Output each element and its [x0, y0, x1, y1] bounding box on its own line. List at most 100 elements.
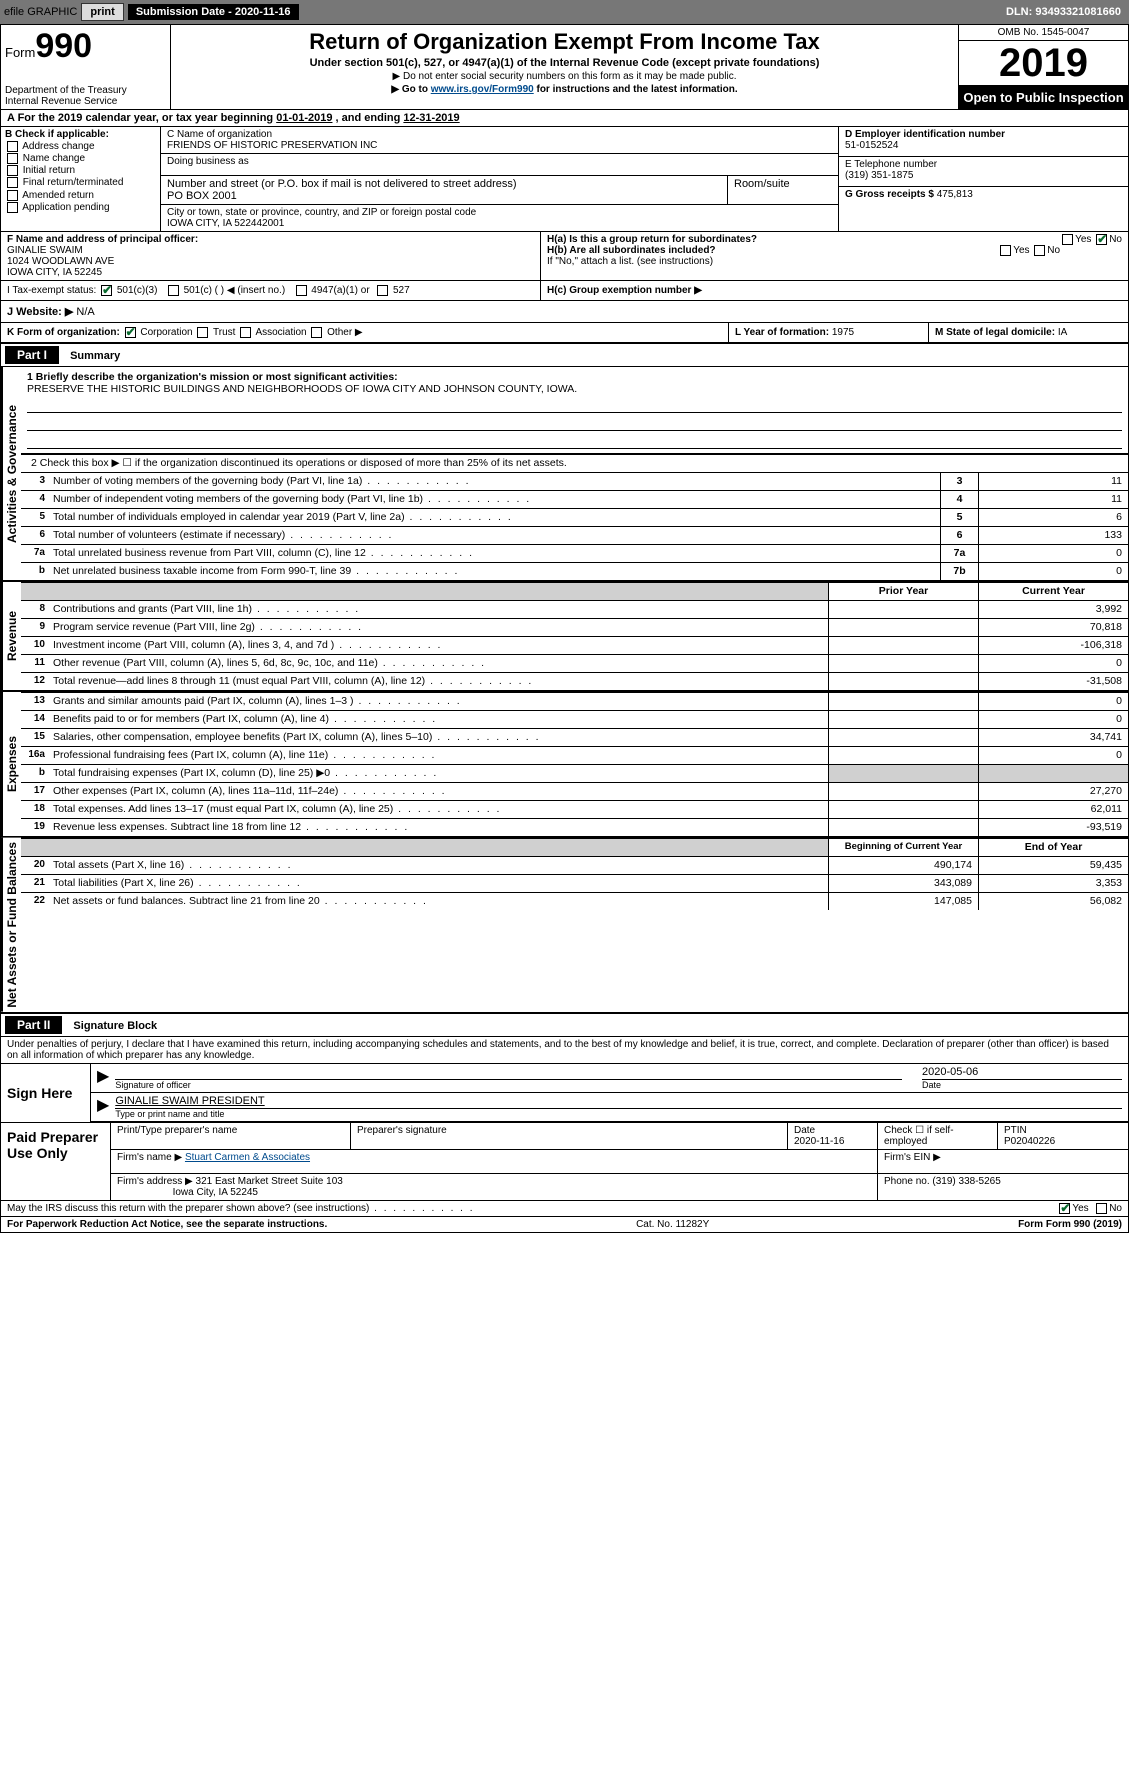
firm-phone-label: Phone no. — [884, 1176, 930, 1187]
discuss-yes: Yes — [1072, 1203, 1088, 1214]
row-current: 0 — [978, 747, 1128, 764]
k-assoc: Association — [255, 327, 306, 338]
chk-final[interactable]: Final return/terminated — [5, 177, 156, 188]
firm-ein-label: Firm's EIN ▶ — [878, 1150, 1128, 1173]
dba-row: Doing business as — [161, 154, 838, 176]
chk-other[interactable] — [311, 327, 322, 338]
gross-value: 475,813 — [937, 189, 973, 200]
chk-501c3[interactable] — [101, 285, 112, 296]
row-prior — [828, 673, 978, 690]
chk-pending-label: Application pending — [22, 202, 109, 213]
l-year: L Year of formation: 1975 — [728, 323, 928, 342]
row-ref: 7b — [940, 563, 978, 580]
revenue-side-label: Revenue — [1, 582, 21, 690]
prep-date: 2020-11-16 — [794, 1136, 844, 1147]
chk-final-label: Final return/terminated — [23, 178, 124, 189]
table-row: 14 Benefits paid to or for members (Part… — [21, 710, 1128, 728]
row-prior — [828, 747, 978, 764]
row-ref: 5 — [940, 509, 978, 526]
row-num: 13 — [21, 693, 49, 710]
line2-row: 2 Check this box ▶ ☐ if the organization… — [21, 454, 1128, 472]
m-value: IA — [1058, 327, 1067, 338]
chk-amended[interactable]: Amended return — [5, 190, 156, 201]
chk-501c[interactable] — [168, 285, 179, 296]
line2-text: 2 Check this box ▶ ☐ if the organization… — [21, 455, 1128, 472]
part2-header-row: Part II Signature Block — [1, 1012, 1128, 1037]
website-label: J Website: ▶ — [7, 306, 73, 318]
officer-name-row: ▶ GINALIE SWAIM PRESIDENT Type or print … — [91, 1093, 1128, 1122]
discuss-yes-chk[interactable] — [1059, 1203, 1070, 1214]
row-current: 0 — [978, 693, 1128, 710]
officer-row: F Name and address of principal officer:… — [1, 232, 1128, 281]
row-desc: Total revenue—add lines 8 through 11 (mu… — [49, 673, 828, 690]
ein-label: D Employer identification number — [845, 129, 1005, 140]
ha-yes: Yes — [1075, 234, 1091, 245]
chk-name[interactable]: Name change — [5, 153, 156, 164]
row-num: 5 — [21, 509, 49, 526]
section-bcd: B Check if applicable: Address change Na… — [1, 127, 1128, 232]
row-num: 6 — [21, 527, 49, 544]
row-val: 11 — [978, 491, 1128, 508]
row-current: -93,519 — [978, 819, 1128, 836]
ha-no: No — [1109, 234, 1122, 245]
note2-suffix: for instructions and the latest informat… — [534, 84, 738, 95]
row-desc: Contributions and grants (Part VIII, lin… — [49, 601, 828, 618]
note-link: ▶ Go to www.irs.gov/Form990 for instruct… — [179, 84, 950, 95]
period-begin: 01-01-2019 — [276, 112, 332, 124]
row-ref: 4 — [940, 491, 978, 508]
chk-pending[interactable]: Application pending — [5, 202, 156, 213]
chk-527[interactable] — [377, 285, 388, 296]
discuss-no-chk[interactable] — [1096, 1203, 1107, 1214]
paid-preparer-row: Paid Preparer Use Only Print/Type prepar… — [1, 1122, 1128, 1200]
row-desc: Benefits paid to or for members (Part IX… — [49, 711, 828, 728]
row-num: b — [21, 563, 49, 580]
form-990-number: 990 — [35, 27, 92, 65]
addr-value: PO BOX 2001 — [167, 190, 721, 202]
row-desc: Number of voting members of the governin… — [49, 473, 940, 490]
city-label: City or town, state or province, country… — [167, 207, 832, 218]
chk-corp[interactable] — [125, 327, 136, 338]
row-prior — [828, 783, 978, 800]
firm-name-link[interactable]: Stuart Carmen & Associates — [185, 1152, 310, 1163]
irs-link[interactable]: www.irs.gov/Form990 — [431, 84, 534, 95]
chk-assoc[interactable] — [240, 327, 251, 338]
row-prior — [828, 711, 978, 728]
chk-initial[interactable]: Initial return — [5, 165, 156, 176]
part1-header-row: Part I Summary — [1, 344, 1128, 367]
table-row: 8 Contributions and grants (Part VIII, l… — [21, 600, 1128, 618]
row-val: 0 — [978, 563, 1128, 580]
table-row: 15 Salaries, other compensation, employe… — [21, 728, 1128, 746]
chk-address[interactable]: Address change — [5, 141, 156, 152]
chk-4947[interactable] — [296, 285, 307, 296]
officer-name: GINALIE SWAIM — [7, 245, 83, 256]
row-desc: Total number of individuals employed in … — [49, 509, 940, 526]
col-b: B Check if applicable: Address change Na… — [1, 127, 161, 231]
opt-4947: 4947(a)(1) or — [311, 285, 369, 296]
part1-badge: Part I — [5, 346, 59, 364]
form-prefix: Form — [5, 45, 35, 60]
col-d: D Employer identification number 51-0152… — [838, 127, 1128, 231]
row-prior — [828, 693, 978, 710]
tax-exempt-row: I Tax-exempt status: 501(c)(3) 501(c) ( … — [1, 281, 1128, 301]
row-current: 3,992 — [978, 601, 1128, 618]
print-button[interactable]: print — [81, 3, 123, 21]
table-row: 3 Number of voting members of the govern… — [21, 472, 1128, 490]
sig-date: 2020-05-06 — [922, 1066, 1122, 1080]
row-prior — [828, 655, 978, 672]
chk-trust[interactable] — [197, 327, 208, 338]
row-prior — [828, 619, 978, 636]
table-row: 4 Number of independent voting members o… — [21, 490, 1128, 508]
website-value: N/A — [76, 306, 94, 318]
netassets-body: Beginning of Current Year End of Year 20… — [21, 838, 1128, 1012]
dln-label: DLN: 93493321081660 — [1006, 6, 1125, 18]
row-val: 0 — [978, 545, 1128, 562]
ha-label: H(a) Is this a group return for subordin… — [547, 234, 757, 245]
row-desc: Net assets or fund balances. Subtract li… — [49, 893, 828, 910]
k-other: Other ▶ — [327, 327, 362, 338]
ein-value: 51-0152524 — [845, 140, 898, 151]
period-prefix: A For the 2019 calendar year, or tax yea… — [7, 112, 276, 124]
k-left: K Form of organization: Corporation Trus… — [1, 323, 728, 342]
row-desc: Other expenses (Part IX, column (A), lin… — [49, 783, 828, 800]
table-row: 5 Total number of individuals employed i… — [21, 508, 1128, 526]
sig-officer-label: Signature of officer — [115, 1080, 902, 1090]
